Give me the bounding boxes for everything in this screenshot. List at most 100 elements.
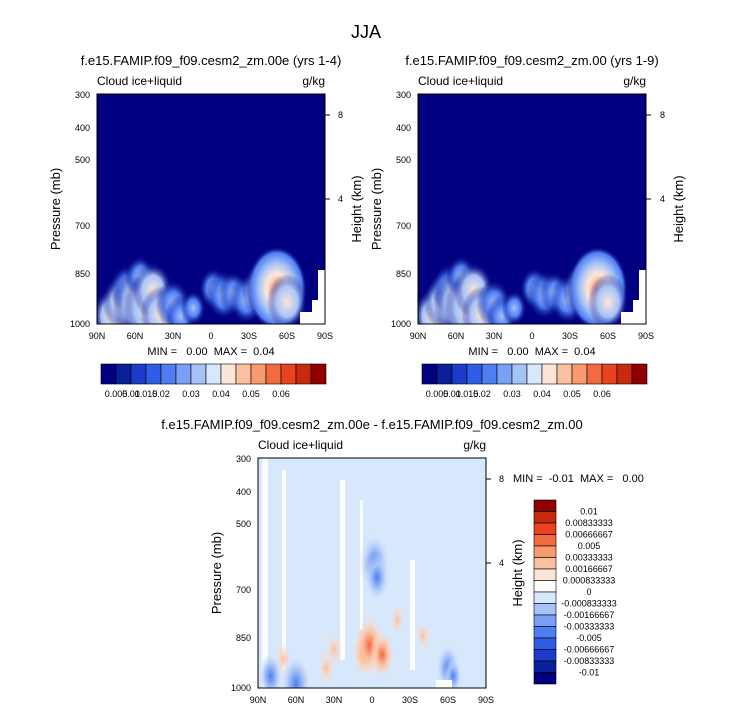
colorbar-swatch — [533, 568, 557, 581]
colorbar-swatch — [571, 363, 588, 385]
x-tick-label: 60S — [600, 331, 616, 341]
x-tick-label: 30N — [326, 695, 343, 705]
colorbar-label: 0.01 — [122, 389, 140, 399]
colorbar-swatch — [265, 363, 282, 385]
panel-2-y-ticks: 300 400 500 700 850 1000 — [391, 90, 411, 329]
colorbar-swatch — [481, 363, 498, 385]
y-tick-label: 400 — [396, 123, 411, 133]
colorbar-swatch — [616, 363, 633, 385]
panel-2-ylabel: Pressure (mb) — [369, 168, 384, 250]
height-tick-label: 4 — [338, 194, 343, 204]
colorbar-label: 0.005 — [426, 389, 449, 399]
panel-3-x-ticks: 90N 60N 30N 0 30S 60S 90S — [250, 695, 494, 705]
panel-3-missing-region — [436, 680, 452, 688]
panel-2-x-ticks: 90N 60N 30N 0 30S 60S 90S — [410, 331, 654, 341]
colorbar-label: 0.02 — [473, 389, 491, 399]
colorbar-label: 0.04 — [212, 389, 230, 399]
colorbar-swatch — [295, 363, 312, 385]
x-tick-label: 60N — [448, 331, 465, 341]
colorbar-swatch — [533, 499, 557, 512]
x-tick-label: 30N — [165, 331, 182, 341]
difference-value-cell — [317, 650, 336, 686]
colorbar-swatch — [556, 363, 573, 385]
colorbar-swatch — [220, 363, 237, 385]
colorbar-swatch — [533, 672, 557, 685]
colorbar-label: 0.000833333 — [563, 576, 616, 586]
colorbar-swatch — [100, 363, 117, 385]
panel-3: f.e15.FAMIP.f09_f09.cesm2_zm.00e - f.e15… — [161, 417, 644, 705]
x-tick-label: 90S — [317, 331, 333, 341]
colorbar-label: 0.06 — [272, 389, 290, 399]
colorbar-swatch — [451, 363, 468, 385]
panel-3-left-label: Cloud ice+liquid — [258, 438, 343, 452]
y-tick-label: 1000 — [70, 319, 90, 329]
x-tick-label: 90S — [638, 331, 654, 341]
colorbar-swatch — [421, 363, 438, 385]
colorbar-swatch — [533, 660, 557, 673]
panel-2-plot-area — [418, 94, 646, 324]
cloud-value-cell — [588, 273, 628, 324]
colorbar-swatch — [533, 557, 557, 570]
x-tick-label: 30N — [486, 331, 503, 341]
height-tick-label: 4 — [660, 194, 665, 204]
x-tick-label: 90S — [478, 695, 494, 705]
x-tick-label: 0 — [529, 331, 534, 341]
colorbar-label: 0.05 — [563, 389, 581, 399]
panel-2-height-ticks: 8 4 — [646, 110, 665, 204]
colorbar-label: -0.000833333 — [561, 599, 617, 609]
colorbar-label: 0 — [586, 587, 591, 597]
x-tick-label: 90N — [89, 331, 106, 341]
colorbar-swatch — [280, 363, 297, 385]
colorbar-swatch — [250, 363, 267, 385]
x-tick-label: 90N — [410, 331, 427, 341]
colorbar-swatch — [436, 363, 453, 385]
colorbar-swatch — [533, 603, 557, 616]
panel-3-height-ticks: 8 4 — [486, 474, 504, 568]
colorbar-label: -0.01 — [579, 668, 600, 678]
colorbar-swatch — [511, 363, 528, 385]
colorbar-swatch — [631, 363, 648, 385]
y-tick-label: 400 — [75, 123, 90, 133]
colorbar-swatch — [533, 522, 557, 535]
panel-3-colorbar: 0.010.008333330.006666670.0050.003333330… — [533, 499, 617, 685]
colorbar-swatch — [533, 649, 557, 662]
colorbar-label: 0.02 — [152, 389, 170, 399]
colorbar-swatch — [205, 363, 222, 385]
height-tick-label: 8 — [499, 474, 504, 484]
panel-3-ylabel-right: Height (km) — [510, 539, 525, 606]
x-tick-label: 60S — [440, 695, 456, 705]
height-tick-label: 8 — [338, 110, 343, 120]
colorbar-label: 0.01 — [443, 389, 461, 399]
panel-3-y-ticks: 300 400 500 700 850 1000 — [231, 454, 251, 693]
colorbar-swatch — [533, 614, 557, 627]
panel-3-right-label: g/kg — [463, 438, 486, 452]
x-tick-label: 30S — [402, 695, 418, 705]
colorbar-label: 0.00333333 — [565, 553, 613, 563]
x-tick-label: 60S — [279, 331, 295, 341]
colorbar-swatch — [541, 363, 558, 385]
height-tick-label: 4 — [499, 558, 504, 568]
y-tick-label: 700 — [396, 221, 411, 231]
colorbar-swatch — [533, 545, 557, 558]
panel-2: f.e15.FAMIP.f09_f09.cesm2_zm.00 (yrs 1-9… — [369, 53, 686, 399]
colorbar-swatch — [160, 363, 177, 385]
panel-1-frame — [96, 93, 326, 325]
panel-1-x-ticks: 90N 60N 30N 0 30S 60S 90S — [89, 331, 333, 341]
panel-1-height-ticks: 8 4 — [325, 110, 343, 204]
panel-2-right-label: g/kg — [623, 74, 646, 88]
panel-3-frame — [257, 457, 487, 689]
colorbar-label: 0.04 — [533, 389, 551, 399]
panel-3-title: f.e15.FAMIP.f09_f09.cesm2_zm.00e - f.e15… — [161, 417, 583, 432]
x-tick-label: 0 — [369, 695, 374, 705]
difference-value-cell — [370, 631, 395, 679]
panel-1-stats: MIN = 0.00 MAX = 0.04 — [147, 346, 274, 358]
difference-value-cell — [281, 654, 311, 688]
colorbar-label: 0.03 — [182, 389, 200, 399]
x-tick-label: 60N — [288, 695, 305, 705]
panel-1-left-label: Cloud ice+liquid — [97, 74, 182, 88]
panel-2-missing-region — [621, 270, 646, 324]
panel-2-title: f.e15.FAMIP.f09_f09.cesm2_zm.00 (yrs 1-9… — [405, 53, 658, 68]
